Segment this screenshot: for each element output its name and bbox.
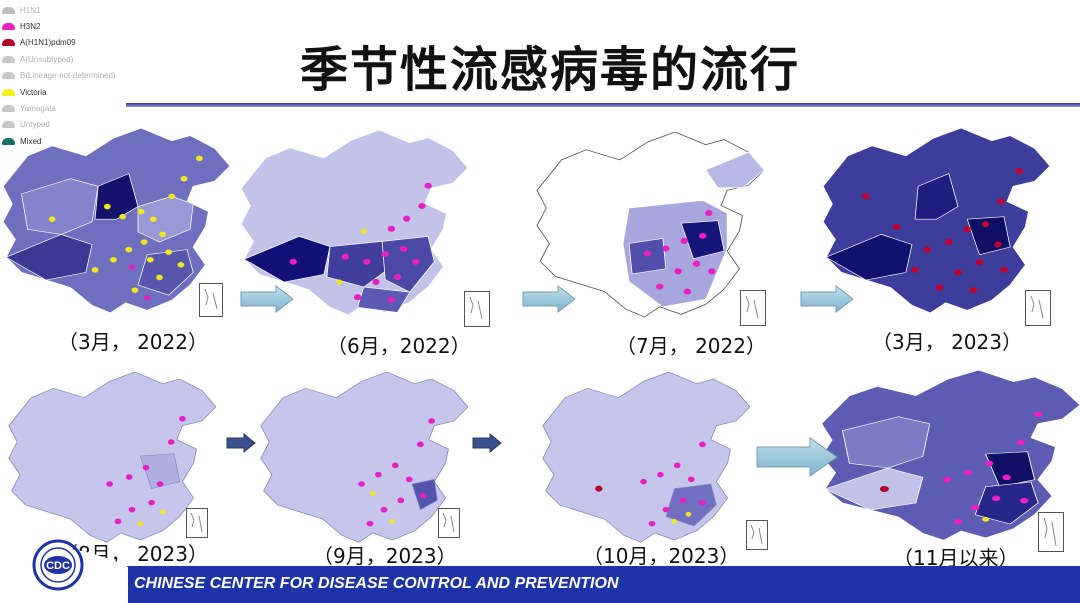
china-map-2022-03 xyxy=(2,128,230,314)
arrow-right-icon xyxy=(800,285,854,313)
legend-swatch xyxy=(2,88,15,96)
arrow-right-icon xyxy=(472,433,502,453)
inset-box xyxy=(1025,290,1051,326)
legend-item: Victoria xyxy=(2,84,127,100)
inset-box xyxy=(746,520,768,550)
legend-item: Yamagata xyxy=(2,100,127,116)
china-map-2022-07 xyxy=(536,132,764,318)
legend-label: Victoria xyxy=(20,87,47,97)
legend-label: Untyped xyxy=(20,120,50,130)
arrow-right-icon xyxy=(756,437,838,477)
legend-label: A(Unsubtyped) xyxy=(20,54,74,64)
caption-2022-06: （6月，2022） xyxy=(327,334,471,358)
legend-swatch xyxy=(2,72,15,80)
arrow-right-icon xyxy=(522,285,576,313)
caption-2023-10: （10月，2023） xyxy=(583,544,740,568)
china-map-2023-09 xyxy=(260,372,468,544)
legend-item: Mixed xyxy=(2,133,127,149)
inset-box xyxy=(199,283,223,317)
logo-text: CDC xyxy=(46,560,70,572)
china-map-since-november xyxy=(820,370,1080,542)
legend-item: A(Unsubtyped) xyxy=(2,51,127,67)
footer-text: CHINESE CENTER FOR DISEASE CONTROL AND P… xyxy=(134,575,619,592)
cdc-logo: CDC xyxy=(0,539,128,603)
arrow-right-icon xyxy=(240,285,294,313)
caption-2022-03: （3月， 2022） xyxy=(58,330,208,354)
inset-box xyxy=(186,508,208,538)
legend-label: B(Lineage-not-determined) xyxy=(20,71,116,81)
arrow-right-icon xyxy=(226,433,256,453)
legend-swatch xyxy=(2,6,15,14)
legend-swatch xyxy=(2,121,15,129)
legend-item: H1N1 xyxy=(2,2,127,18)
china-map-2023-08 xyxy=(8,372,216,544)
title-rule xyxy=(126,103,1080,107)
legend-label: Mixed xyxy=(20,136,42,146)
caption-2023-09: （9月，2023） xyxy=(313,544,457,568)
inset-box xyxy=(464,291,490,327)
china-map-2023-03 xyxy=(822,128,1050,314)
legend-label: H3N2 xyxy=(20,22,41,32)
legend-swatch xyxy=(2,105,15,113)
caption-2023-03: （3月， 2023） xyxy=(872,330,1022,354)
page-title: 季节性流感病毒的流行 xyxy=(299,42,800,98)
legend-item: H3N2 xyxy=(2,18,127,34)
legend-label: H1N1 xyxy=(20,5,41,15)
legend-label: A(H1N1)pdm09 xyxy=(20,38,76,48)
legend-item: Untyped xyxy=(2,117,127,133)
legend-swatch xyxy=(2,137,15,145)
footer-bar: CHINESE CENTER FOR DISEASE CONTROL AND P… xyxy=(0,566,1080,603)
title-wrap: 季节性流感病毒的流行 xyxy=(200,30,900,100)
legend-item: A(H1N1)pdm09 xyxy=(2,35,127,51)
legend-swatch xyxy=(2,55,15,63)
legend-label: Yamagata xyxy=(20,104,56,114)
legend-swatch xyxy=(2,39,15,47)
inset-box xyxy=(438,508,460,538)
inset-box xyxy=(740,290,766,326)
china-map-2023-10 xyxy=(542,372,750,544)
inset-box xyxy=(1038,512,1064,552)
legend-swatch xyxy=(2,23,15,31)
virus-legend: H1N1 H3N2 A(H1N1)pdm09 A(Unsubtyped) B(L… xyxy=(2,2,127,150)
caption-2022-07: （7月， 2022） xyxy=(616,334,766,358)
legend-item: B(Lineage-not-determined) xyxy=(2,68,127,84)
china-map-2022-06 xyxy=(240,130,468,316)
